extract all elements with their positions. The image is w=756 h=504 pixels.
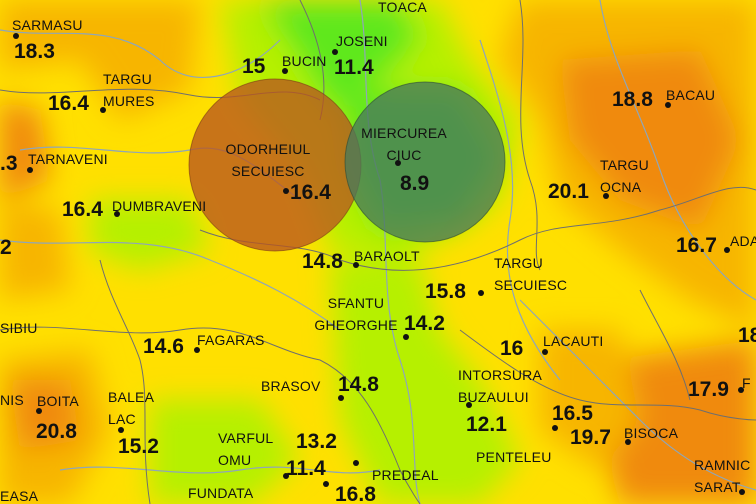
miercurea-station-dot[interactable]	[395, 160, 401, 166]
edge-left-temperature-value: 2	[0, 236, 12, 259]
bacau-station-dot[interactable]	[665, 102, 671, 108]
varful-omu-station-name: VARFUL OMU	[218, 430, 274, 468]
penteleu-temperature-value: 16.5	[552, 402, 593, 425]
bucin-station-dot[interactable]	[282, 68, 288, 74]
joseni-station-dot[interactable]	[332, 49, 338, 55]
toaca-station-name: TOACA	[378, 0, 427, 15]
targu-mures-temperature-value: 16.4	[48, 92, 89, 115]
miercurea-station-name: MIERCUREA CIUC	[361, 125, 447, 163]
targu-mures-station-name: TARGU MURES	[103, 71, 155, 109]
brasov-station-dot[interactable]	[338, 395, 344, 401]
brasov-station-name: BRASOV	[261, 378, 321, 394]
tarnaveni-temperature-value: .3	[0, 152, 18, 175]
dumbraveni-temperature-value: 16.4	[62, 198, 103, 221]
bucin-station-name: BUCIN	[282, 53, 327, 69]
balea-lac-station-name: BALEA LAC	[108, 389, 155, 427]
sarmasu-station-name: SARMASU	[12, 17, 83, 33]
targu-ocna-temperature-value: 20.1	[548, 180, 589, 203]
joseni-station-name: JOSENI	[336, 33, 388, 49]
sfantu-station-dot[interactable]	[403, 334, 409, 340]
boita-station-name: BOITA	[37, 393, 79, 409]
targu-ocna-station-name: TARGU OCNA	[600, 157, 649, 195]
edge-right-temperature-value: 18	[738, 324, 756, 347]
sfantu-temperature-value: 14.2	[404, 312, 445, 335]
sarmasu-station-dot[interactable]	[13, 33, 19, 39]
brasov-temperature-value: 14.8	[338, 373, 379, 396]
ada-station-dot[interactable]	[724, 247, 730, 253]
targu-mures-station-dot[interactable]	[100, 107, 106, 113]
tarnaveni-station-dot[interactable]	[27, 167, 33, 173]
predeal-temperature-value: 11.4	[286, 457, 326, 480]
fundata-station-dot[interactable]	[323, 481, 329, 487]
bisoca-station-dot[interactable]	[625, 439, 631, 445]
baraolt-temperature-value: 14.8	[302, 250, 343, 273]
sfantu-station-name: SFANTU GHEORGHE	[314, 295, 398, 333]
varful-omu-station-dot[interactable]	[283, 473, 289, 479]
dumbraveni-station-dot[interactable]	[114, 211, 120, 217]
bacau-temperature-value: 18.8	[612, 88, 653, 111]
ada-temperature-value: 16.7	[676, 234, 717, 257]
penteleu-station-name: PENTELEU	[476, 449, 552, 465]
fagaras-station-name: FAGARAS	[197, 332, 265, 348]
nis-station-name: NIS	[0, 392, 24, 408]
bisoca-station-name: BISOCA	[624, 425, 679, 441]
intorsura-station-dot[interactable]	[466, 402, 472, 408]
tarnaveni-station-name: TARNAVENI	[28, 151, 108, 167]
ada-station-name: ADA	[730, 233, 756, 249]
baraolt-station-dot[interactable]	[353, 262, 359, 268]
balea-lac-station-dot[interactable]	[118, 427, 124, 433]
fundata-temperature-value: 16.8	[335, 483, 376, 504]
bisoca-temperature-value: 19.7	[570, 426, 611, 449]
f-edge-station-dot[interactable]	[738, 387, 744, 393]
bucin-temperature-value: 15	[242, 55, 266, 78]
miercurea-temperature-value: 8.9	[400, 172, 430, 195]
lacauti-station-name: LACAUTI	[543, 333, 604, 349]
bacau-station-name: BACAU	[666, 87, 716, 103]
targu-secuiesc-temperature-value: 15.8	[425, 280, 466, 303]
targu-secuiesc-station-name: TARGU SECUIESC	[494, 255, 568, 293]
fagaras-temperature-value: 14.6	[143, 335, 184, 358]
lacauti-station-dot[interactable]	[542, 349, 548, 355]
boita-temperature-value: 20.8	[36, 420, 77, 443]
predeal-station-dot[interactable]	[353, 460, 359, 466]
sibiu-station-name: SIBIU	[0, 320, 38, 336]
fagaras-station-dot[interactable]	[194, 347, 200, 353]
f-edge-temperature-value: 17.9	[688, 378, 729, 401]
intorsura-station-name: INTORSURA BUZAULUI	[458, 367, 542, 405]
baraolt-station-name: BARAOLT	[354, 248, 420, 264]
targu-secuiesc-station-dot[interactable]	[478, 290, 484, 296]
lacauti-temperature-value: 16	[500, 337, 524, 360]
predeal-station-name: PREDEAL	[372, 467, 439, 483]
joseni-temperature-value: 11.4	[334, 56, 374, 79]
dumbraveni-station-name: DUMBRAVENI	[112, 198, 207, 214]
fundata-station-name: FUNDATA	[188, 485, 254, 501]
sarmasu-temperature-value: 18.3	[14, 40, 55, 63]
odorheiul-station-name: ODORHEIUL SECUIESC	[225, 141, 311, 179]
balea-lac-temperature-value: 15.2	[118, 435, 159, 458]
easa-station-name: EASA	[0, 488, 39, 504]
boita-station-dot[interactable]	[36, 408, 42, 414]
ramnic-sarat-station-dot[interactable]	[739, 489, 745, 495]
f-edge-station-name: F	[742, 375, 751, 391]
miercurea-highlight-circle	[344, 81, 506, 243]
intorsura-temperature-value: 12.1	[466, 413, 507, 436]
odorheiul-station-dot[interactable]	[283, 188, 289, 194]
targu-ocna-station-dot[interactable]	[603, 193, 609, 199]
ramnic-sarat-station-name: RAMNIC SARAT	[694, 457, 751, 495]
varful-omu-temperature-value: 13.2	[296, 430, 337, 453]
penteleu-station-dot[interactable]	[552, 425, 558, 431]
odorheiul-temperature-value: 16.4	[290, 181, 331, 204]
